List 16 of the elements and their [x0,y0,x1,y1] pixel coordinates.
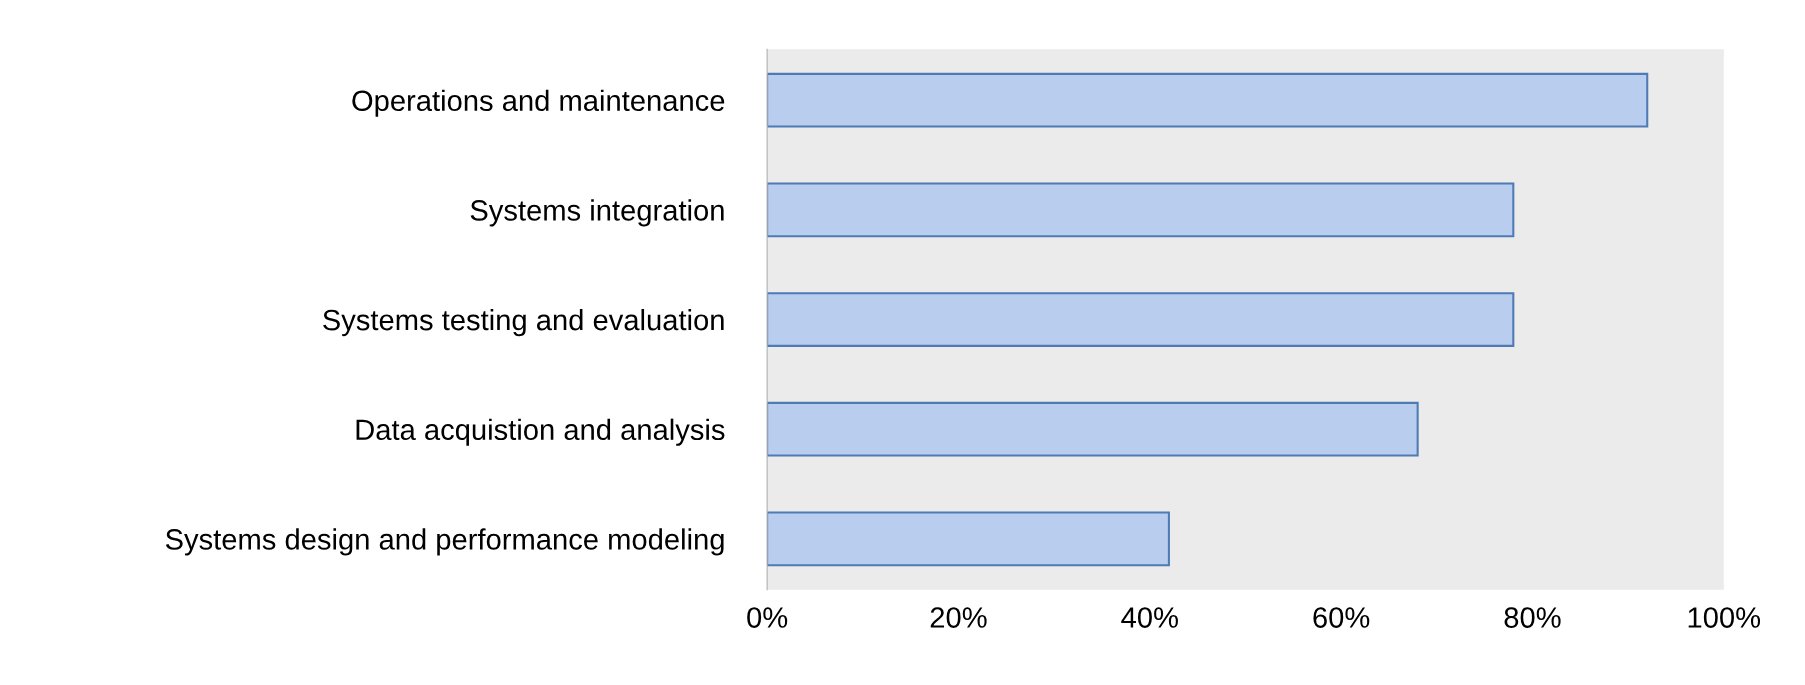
x-tick-label: 80% [1504,607,1561,628]
x-tick-label: 40% [1121,607,1178,628]
y-tick-label: Operations and maintenance [352,89,725,117]
bar [767,72,1649,128]
y-tick-label: Systems design and performance modeling [165,528,724,556]
x-tick-label: 100% [1688,607,1761,628]
y-tick-label: Systems testing and evaluation [323,308,724,337]
y-tick-label: Systems integration [470,199,724,227]
bar [767,401,1419,457]
x-tick-label: 60% [1313,607,1370,628]
bar [767,182,1515,238]
y-tick-label: Data acquistion and analysis [356,418,725,446]
bar [767,511,1170,567]
x-tick-label: 0% [747,607,788,628]
x-tick-label: 20% [930,607,987,628]
bar [767,292,1515,347]
